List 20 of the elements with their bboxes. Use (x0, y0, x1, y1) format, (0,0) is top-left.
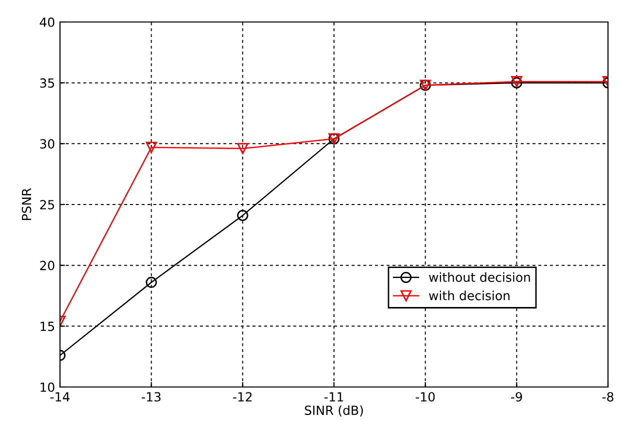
point (237, 142, 248, 154)
x-tick-label: -11 (324, 392, 344, 402)
y-tick-label: 15 (40, 322, 54, 332)
y-tick-label: 40 (40, 17, 54, 27)
point (237, 210, 248, 222)
x-axis-title: SINR (dB) (304, 405, 363, 416)
y-tick-label: 30 (40, 139, 54, 149)
legend-label: without decision (429, 272, 530, 282)
x-tick-label: -10 (416, 392, 435, 402)
x-tick-label: -13 (142, 392, 161, 402)
x-tick-label: -8 (602, 392, 614, 402)
y-tick-label: 25 (40, 200, 54, 210)
x-tick-label: -14 (50, 392, 70, 402)
y-tick-label: 35 (40, 78, 54, 88)
x-tick-label: -9 (511, 392, 522, 402)
y-tick-label: 10 (40, 382, 54, 392)
x-tick-label: -12 (233, 392, 252, 402)
legend-label: with decision (429, 290, 510, 300)
y-tick-label: 20 (40, 260, 54, 270)
y-axis-title: PSNR (22, 188, 32, 220)
